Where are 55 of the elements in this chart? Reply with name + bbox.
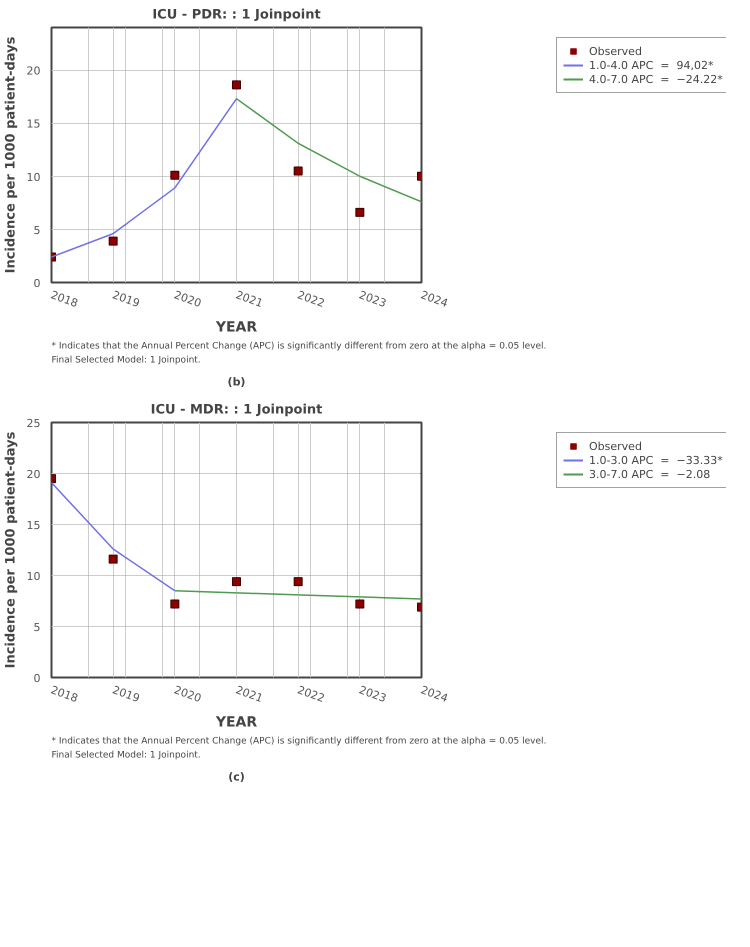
legend-label: 1.0-4.0 APC = 94,02* bbox=[589, 58, 714, 72]
point bbox=[108, 236, 118, 246]
y-tick-label: 10 bbox=[26, 170, 41, 184]
x-tick-label: 2020 bbox=[172, 288, 204, 310]
x-axis-title: YEAR bbox=[214, 320, 258, 336]
y-tick-label: 5 bbox=[34, 224, 40, 237]
legend-label: Observed bbox=[589, 439, 642, 453]
x-tick-label: 2018 bbox=[48, 288, 80, 310]
x-tick-label: 2021 bbox=[234, 288, 265, 310]
y-tick-label: 20 bbox=[26, 64, 41, 78]
legend-label: 4.0-7.0 APC = −24.22* bbox=[589, 72, 723, 86]
x-tick-label: 2018 bbox=[48, 683, 80, 706]
legend-label: Observed bbox=[589, 44, 642, 58]
x-tick-label: 2022 bbox=[296, 288, 326, 310]
point bbox=[232, 577, 241, 586]
x-tick-label: 2019 bbox=[110, 683, 142, 706]
text: (b) bbox=[228, 376, 246, 388]
text: Final Selected Model: 1 Joinpoint. bbox=[52, 750, 201, 760]
point bbox=[170, 170, 180, 180]
y-axis-title: Incidence per 1000 patient-days bbox=[4, 431, 19, 668]
legend-label: 3.0-7.0 APC = −2.08 bbox=[589, 467, 710, 481]
y-axis-title: Incidence per 1000 patient-days bbox=[4, 36, 19, 274]
chart-title: ICU - MDR: : 1 Joinpoint bbox=[150, 402, 322, 418]
y-tick-label: 0 bbox=[34, 277, 40, 290]
text: * Indicates that the Annual Percent Change (APC) is significantly different from zero at the alpha = 0.05 level. bbox=[52, 342, 546, 352]
point bbox=[170, 600, 180, 609]
text: (c) bbox=[228, 770, 245, 784]
y-tick-label: 15 bbox=[26, 519, 41, 532]
legend-label: 1.0-3.0 APC = −33.33* bbox=[589, 453, 723, 467]
x-tick-label: 2019 bbox=[110, 288, 142, 310]
point bbox=[232, 80, 241, 90]
point bbox=[355, 600, 364, 609]
y-tick-label: 20 bbox=[26, 468, 41, 481]
point bbox=[355, 208, 364, 217]
line-series bbox=[174, 590, 422, 600]
x-tick-label: 2023 bbox=[357, 683, 388, 706]
text: * Indicates that the Annual Percent Change (APC) is significantly different from zero at the alpha = 0.05 level. bbox=[52, 736, 546, 746]
point bbox=[294, 577, 303, 586]
y-tick-label: 10 bbox=[26, 570, 41, 583]
text: Final Selected Model: 1 Joinpoint. bbox=[52, 356, 201, 366]
point bbox=[108, 554, 118, 564]
y-tick-label: 15 bbox=[26, 118, 41, 131]
x-tick-label: 2024 bbox=[418, 288, 450, 310]
chart-title: ICU - PDR: : 1 Joinpoint bbox=[152, 8, 321, 22]
x-tick-label: 2022 bbox=[296, 683, 326, 706]
point bbox=[294, 166, 303, 176]
x-tick-label: 2021 bbox=[234, 683, 265, 706]
y-tick-label: 5 bbox=[34, 621, 40, 634]
x-tick-label: 2024 bbox=[418, 683, 450, 706]
line-series bbox=[236, 98, 422, 202]
x-tick-label: 2023 bbox=[357, 288, 388, 310]
x-tick-label: 2020 bbox=[172, 683, 204, 706]
y-tick-label: 25 bbox=[26, 417, 41, 430]
y-tick-label: 0 bbox=[34, 672, 40, 685]
x-axis-title: YEAR bbox=[214, 714, 258, 731]
